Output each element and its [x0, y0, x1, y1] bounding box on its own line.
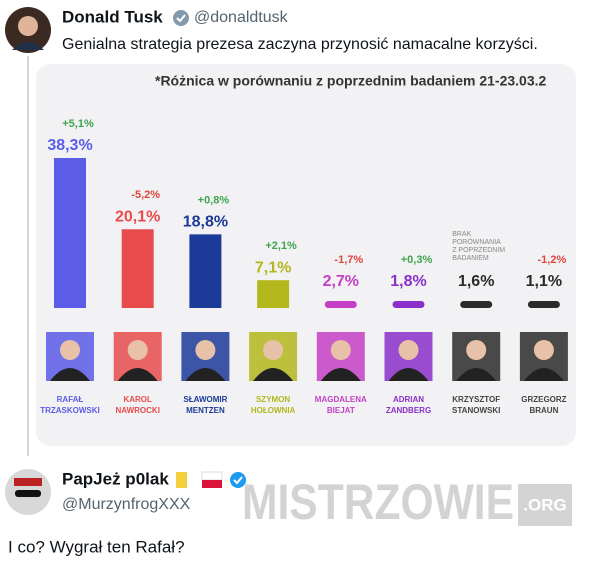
flag-poland-top: [201, 471, 223, 481]
flag-poland-bottom: [202, 480, 222, 488]
value-label: 1,8%: [390, 273, 426, 290]
photo-body: [253, 368, 294, 381]
flag-vatican: [176, 472, 187, 488]
candidate-name: BIEJAT: [327, 406, 355, 415]
candidate-name: MAGDALENA: [315, 395, 367, 404]
candidate-name: GRZEGORZ: [521, 395, 566, 404]
bar: [392, 301, 425, 308]
change-label: +2,1%: [265, 240, 297, 252]
photo-face: [127, 340, 148, 360]
chart-card: *Różnica w porównaniu z poprzednim badan…: [36, 64, 576, 446]
tweet-text: Genialna strategia prezesa zaczyna przyn…: [62, 36, 538, 53]
chart-title: *Różnica w porównaniu z poprzednim badan…: [155, 73, 547, 89]
no-change-note: PORÓWNANIA: [452, 237, 501, 246]
value-label: 18,8%: [183, 214, 228, 231]
candidate-name: SZYMON: [256, 395, 290, 404]
photo-face: [533, 340, 554, 360]
check: [233, 476, 243, 485]
candidate-name: SŁAWOMIR: [183, 395, 227, 404]
check: [176, 14, 186, 23]
candidate-name: TRZASKOWSKI: [40, 406, 100, 415]
photo-body: [523, 368, 564, 381]
photo-face: [195, 340, 216, 360]
watermark-suffix: .ORG: [523, 495, 566, 514]
value-label: 2,7%: [323, 273, 359, 290]
change-label: -5,2%: [131, 189, 160, 201]
photo-face: [398, 340, 419, 360]
candidate-name: NAWROCKI: [115, 406, 159, 415]
reply-author[interactable]: PapJeż p0lak: [62, 469, 169, 488]
photo-face: [330, 340, 351, 360]
author-name[interactable]: Donald Tusk: [62, 7, 163, 26]
bar: [257, 280, 290, 308]
photo-body: [388, 368, 429, 381]
no-change-note: BADANIEM: [452, 255, 489, 262]
candidate-name: KRZYSZTOF: [452, 395, 500, 404]
bar: [189, 234, 222, 308]
author-handle[interactable]: @donaldtusk: [194, 9, 289, 26]
candidate-name: ZANDBERG: [386, 406, 431, 415]
value-label: 1,1%: [526, 273, 562, 290]
bar: [121, 229, 154, 308]
candidate-name: ADRIAN: [393, 395, 424, 404]
no-change-note: Z POPRZEDNIM: [452, 247, 505, 254]
bar: [324, 301, 357, 308]
candidate-name: KAROL: [123, 395, 152, 404]
watermark: MISTRZOWIE: [242, 474, 514, 530]
change-label: +0,8%: [198, 194, 230, 206]
bar: [54, 158, 86, 308]
photo-body: [117, 368, 158, 381]
photo-body: [185, 368, 226, 381]
avatar-body: [12, 42, 44, 50]
value-label: 1,6%: [458, 273, 494, 290]
avatar-glasses: [15, 490, 41, 497]
verified-badge: [173, 10, 189, 26]
watermark-box: [518, 484, 572, 526]
bar: [460, 301, 493, 308]
candidate-name: BRAUN: [529, 406, 558, 415]
photo-body: [456, 368, 497, 381]
change-label: +5,1%: [62, 118, 94, 130]
bar: [527, 301, 560, 308]
photo-face: [263, 340, 284, 360]
avatar-hat: [14, 478, 42, 486]
photo-face: [466, 340, 487, 360]
change-label: +0,3%: [401, 254, 433, 266]
value-label: 38,3%: [47, 137, 92, 154]
photo-face: [60, 340, 80, 360]
reply-text: I co? Wygrał ten Rafał?: [8, 537, 185, 556]
card-bg: [36, 64, 576, 446]
value-label: 20,1%: [115, 208, 160, 225]
no-change-note: BRAK: [452, 231, 471, 238]
candidate-name: STANOWSKI: [452, 406, 500, 415]
change-label: -1,7%: [334, 254, 363, 266]
candidate-name: HOŁOWNIA: [251, 406, 296, 415]
photo-body: [50, 368, 90, 381]
photo-body: [320, 368, 361, 381]
reply-handle[interactable]: @MurzynfrogXXX: [62, 496, 191, 513]
change-label: -1,2%: [538, 254, 567, 266]
candidate-name: RAFAŁ: [57, 395, 84, 404]
verified-badge: [230, 472, 246, 488]
value-label: 7,1%: [255, 259, 291, 276]
candidate-name: MENTZEN: [186, 406, 225, 415]
avatar-face: [18, 16, 38, 36]
